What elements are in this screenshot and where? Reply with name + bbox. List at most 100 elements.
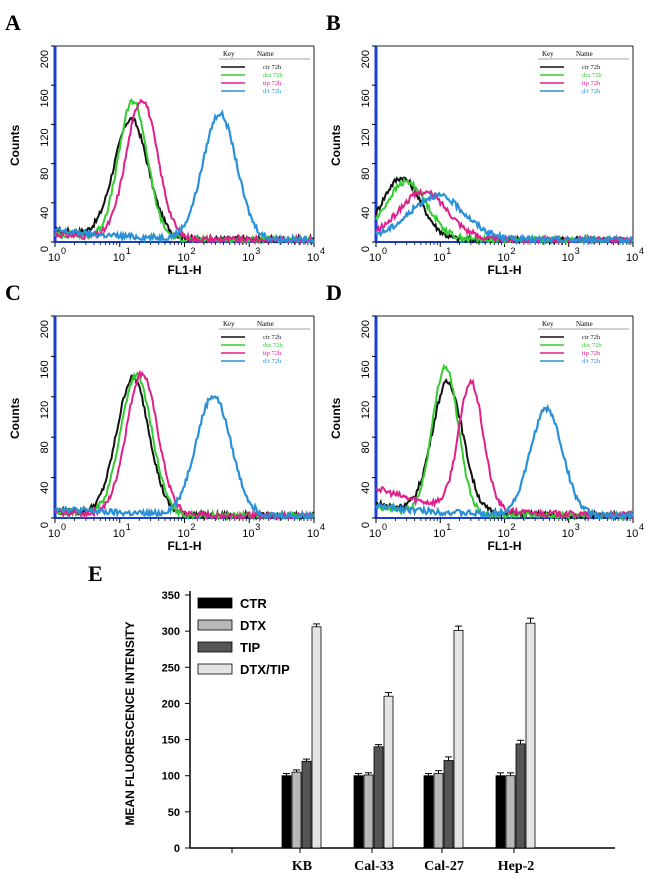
x-axis-label: FL1-H [488,263,522,277]
x-tick-label: 10 [113,252,125,264]
x-tick-label: 10 [498,252,510,264]
x-tick-exponent: 4 [320,246,325,256]
x-tick-exponent: 2 [511,246,516,256]
legend-label: ctr 72h [582,64,601,71]
x-tick-label: Cal-27 [424,859,464,874]
panel-letter: A [5,10,21,35]
y-tick-label: 160 [39,89,51,107]
legend-name-header: Name [576,50,593,58]
x-tick-exponent: 2 [191,246,196,256]
y-tick-label: 200 [360,320,372,338]
y-tick-label: 0 [174,843,180,855]
x-tick-label: 10 [626,528,638,540]
x-tick-exponent: 0 [382,246,387,256]
x-tick-label: 10 [433,528,445,540]
bar-ctr-hep-2 [495,775,506,849]
bar-dtx-tip-cal-27 [453,630,464,849]
panel-letter: B [326,10,341,35]
legend-label: DTX/TIP [240,662,290,677]
legend-key-header: Key [223,320,235,328]
y-tick-label: 50 [168,807,180,819]
x-tick-exponent: 1 [446,522,451,532]
x-tick-label: 10 [242,252,254,264]
y-tick-label: 0 [360,522,372,528]
legend-label: CTR [240,596,267,611]
y-tick-label: 200 [360,50,372,68]
panel-letter: E [88,561,103,586]
x-tick-label: 10 [242,528,254,540]
y-axis-label: Counts [8,124,22,166]
x-tick-label: 10 [562,528,574,540]
legend-label: dtx 72h [582,342,602,349]
y-tick-label: 80 [39,168,51,180]
x-tick-exponent: 1 [126,522,131,532]
y-tick-label: 120 [39,401,51,419]
legend-swatch [197,619,233,631]
x-axis-label: FL1-H [488,539,522,553]
bar-tip-cal-27 [443,760,454,849]
y-axis-label: Counts [329,397,343,439]
x-tick-label: 10 [562,252,574,264]
histogram-curve-d-t-72h [54,394,316,522]
bar-ctr-cal-27 [423,775,434,849]
x-tick-label: 10 [369,252,381,264]
y-tick-label: 80 [39,441,51,453]
x-axis-label: FL1-H [168,263,202,277]
y-tick-label: 160 [360,360,372,378]
histogram-panel-b: B04080120160200Counts100101102103104FL1-… [326,10,644,277]
legend-swatch [197,663,233,675]
legend-name-header: Name [257,320,274,328]
bar-dtx-tip-hep-2 [525,622,536,849]
legend-label: d/t 72h [263,88,282,95]
y-tick-label: 350 [162,590,180,602]
legend-label: tip 72h [263,80,282,87]
y-tick-label: 200 [162,698,180,710]
legend-label: DTX [240,618,266,633]
x-tick-label: 10 [48,252,60,264]
y-tick-label: 0 [39,522,51,528]
x-tick-label: 10 [307,528,319,540]
y-tick-label: 160 [360,89,372,107]
x-tick-label: Hep-2 [498,859,535,874]
y-tick-label: 40 [360,207,372,219]
x-tick-label: 10 [178,528,190,540]
histogram-curve-dtx-72h [375,363,634,522]
legend-label: ctr 72h [263,64,282,71]
bar-dtx-hep-2 [505,775,516,849]
y-tick-label: 80 [360,168,372,180]
bar-tip-hep-2 [515,743,526,849]
legend-label: TIP [240,640,261,655]
bar-dtx-cal-27 [433,773,444,849]
x-tick-exponent: 3 [575,522,580,532]
histogram-curve-tip-72h [375,187,634,246]
x-tick-exponent: 1 [126,246,131,256]
x-tick-exponent: 4 [639,522,644,532]
x-tick-label: KB [292,859,312,874]
histogram-curve-tip-72h [375,378,634,521]
y-tick-label: 80 [360,441,372,453]
legend-label: ctr 72h [263,334,282,341]
y-axis-label: MEAN FLUORESCENCE INTENSITY [123,621,137,825]
legend-swatch [197,597,233,609]
x-tick-label: 10 [113,528,125,540]
y-tick-label: 120 [360,128,372,146]
histogram-panel-c: C04080120160200Counts100101102103104FL1-… [5,280,325,553]
x-tick-label: 10 [626,252,638,264]
y-tick-label: 40 [39,207,51,219]
bar-dtx-cal-33 [363,774,374,849]
bar-dtx-kb [291,771,302,849]
x-tick-exponent: 0 [61,522,66,532]
histogram-curve-d-t-72h [54,109,315,246]
legend-label: tip 72h [263,350,282,357]
y-tick-label: 160 [39,360,51,378]
y-tick-label: 250 [162,662,180,674]
y-tick-label: 150 [162,735,180,747]
histogram-curve-tip-72h [54,369,315,521]
x-tick-label: 10 [307,252,319,264]
legend-name-header: Name [576,320,593,328]
bar-chart-panel-e: E 0 50 100 150 200 250 300 350 MEAN FLUORESCENCE … [88,561,615,874]
histogram-curve-dtx-72h [375,177,634,246]
y-tick-label: 300 [162,626,180,638]
legend-key-header: Key [542,320,554,328]
